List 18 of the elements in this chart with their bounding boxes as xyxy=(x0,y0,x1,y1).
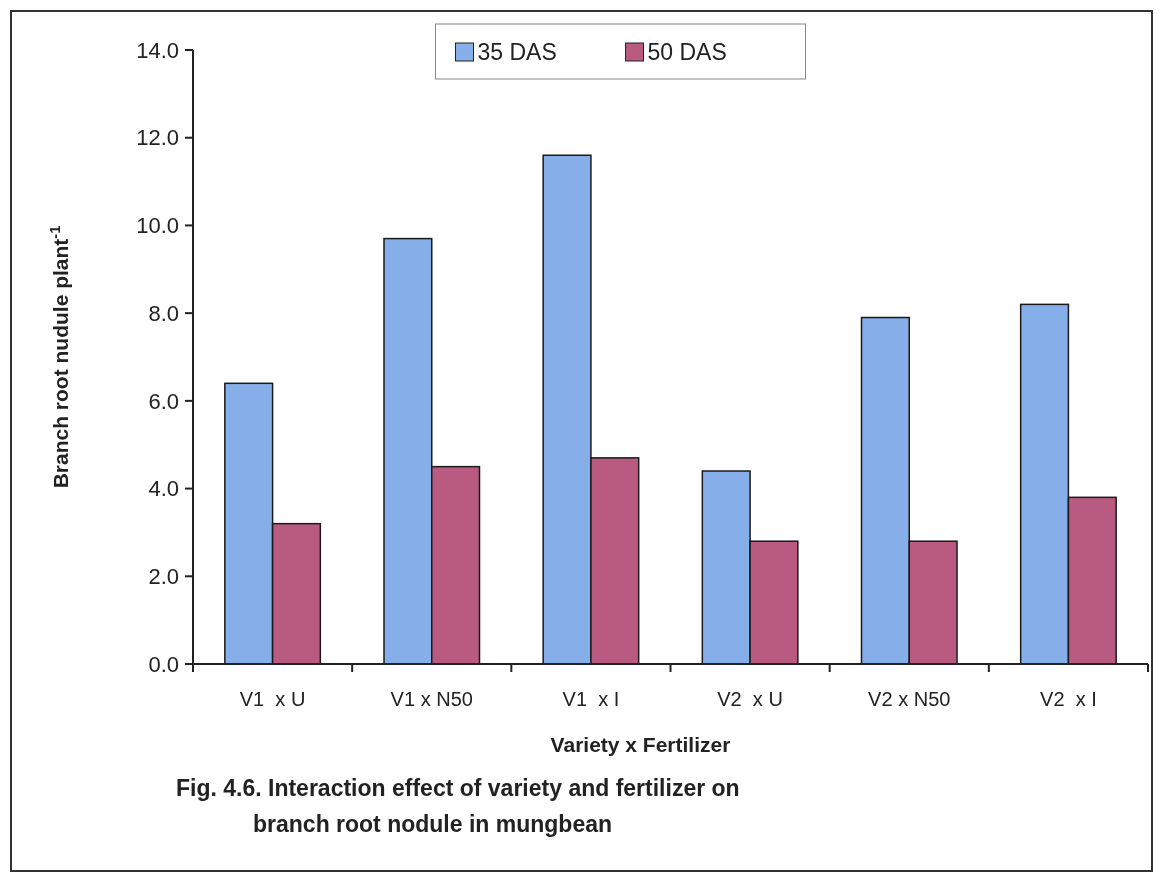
y-tick-label: 6.0 xyxy=(148,388,179,414)
y-tick-label: 2.0 xyxy=(148,563,179,589)
legend-label: 50 DAS xyxy=(647,39,727,66)
x-tick-label: V2 x U xyxy=(717,688,783,710)
text: Fig. 4.6. Interaction effect of variety and fertilizer on branch root nodule in mungbean xyxy=(176,775,740,837)
y-tick-label: 8.0 xyxy=(148,300,179,326)
y-tick-label: 4.0 xyxy=(148,476,179,502)
x-tick-label: V2 x I xyxy=(1040,688,1097,710)
y-tick-label: 12.0 xyxy=(136,125,179,151)
x-tick-label: V2 x N50 xyxy=(868,688,951,710)
x-tick-label: V1 x I xyxy=(562,688,620,710)
y-tick-label: 10.0 xyxy=(136,213,179,239)
x-tick-label: V1 x U xyxy=(239,688,306,710)
y-tick-label: 14.0 xyxy=(136,37,179,63)
x-axis-title: Variety x Fertilizer xyxy=(550,733,731,756)
y-tick-label: 0.0 xyxy=(148,651,179,677)
x-tick-label: V1 x N50 xyxy=(390,688,473,710)
legend-label: 35 DAS xyxy=(477,39,557,66)
